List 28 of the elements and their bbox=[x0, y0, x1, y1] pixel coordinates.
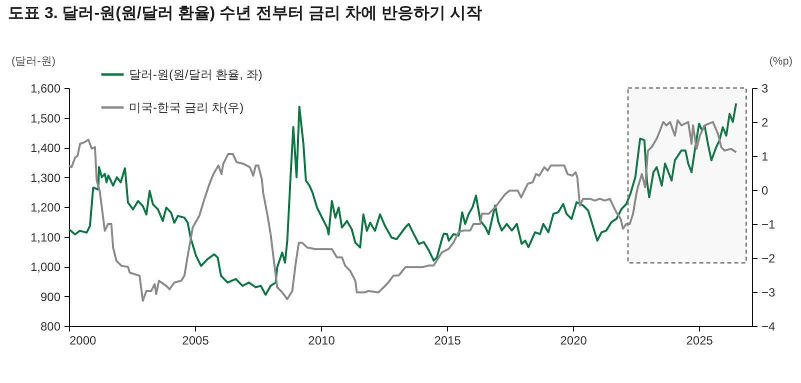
y-tick-label: 1,500 bbox=[30, 111, 61, 126]
y-tick-label: 900 bbox=[40, 290, 61, 304]
legend-label: 미국-한국 금리 차(우) bbox=[129, 100, 244, 114]
y2-tick-label: −4 bbox=[762, 320, 776, 334]
y2-tick-label: −3 bbox=[762, 286, 776, 300]
x-tick-label: 2000 bbox=[70, 334, 97, 348]
y-tick-label: 1,000 bbox=[30, 260, 61, 274]
x-tick-label: 2025 bbox=[686, 334, 714, 348]
y-tick-label: 1,600 bbox=[30, 82, 61, 96]
y-tick-label: 1,100 bbox=[30, 230, 61, 244]
y-tick-label: 800 bbox=[40, 320, 61, 334]
y2-axis-title: (%p) bbox=[769, 56, 792, 68]
x-tick-label: 2020 bbox=[560, 334, 588, 348]
y2-tick-label: −1 bbox=[762, 218, 776, 232]
x-tick-label: 2015 bbox=[434, 334, 462, 348]
y2-tick-label: 2 bbox=[762, 116, 768, 130]
y2-tick-label: 1 bbox=[762, 150, 768, 164]
chart-title: 도표 3. 달러-원(원/달러 환율) 수년 전부터 금리 차에 반응하기 시작 bbox=[8, 5, 482, 22]
x-tick-label: 2005 bbox=[182, 334, 210, 348]
y-tick-label: 1,300 bbox=[30, 170, 61, 185]
y-tick-label: 1,200 bbox=[30, 200, 61, 214]
y-axis-title: (달러-원) bbox=[12, 56, 56, 68]
x-tick-label: 2010 bbox=[308, 334, 336, 348]
y2-tick-label: −2 bbox=[762, 252, 776, 266]
legend-label: 달러-원(원/달러 환율, 좌) bbox=[129, 68, 262, 82]
y-tick-label: 1,400 bbox=[30, 141, 61, 155]
y2-tick-label: 0 bbox=[762, 184, 768, 198]
y2-tick-label: 3 bbox=[762, 82, 768, 96]
